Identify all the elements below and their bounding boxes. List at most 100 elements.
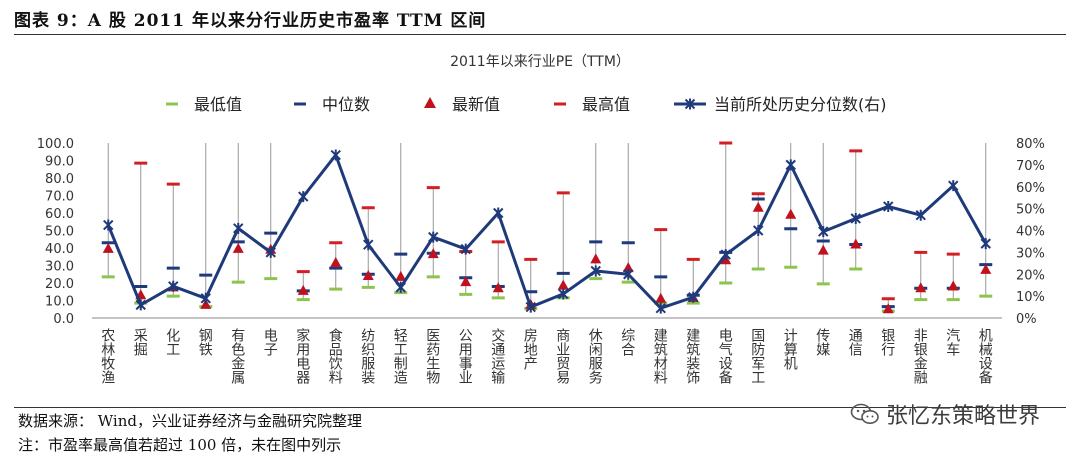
y-tick-label: 60.0 <box>45 207 74 222</box>
x-tick-label: 采掘 <box>132 328 148 356</box>
percentile-point <box>623 268 634 280</box>
legend-item: 最低值 <box>166 95 242 114</box>
latest-mark <box>850 238 862 249</box>
chart-title: 2011年以来行业PE（TTM） <box>450 54 630 70</box>
y-tick-label: 70.0 <box>45 190 74 205</box>
percentile-marker <box>720 249 731 261</box>
latest-mark <box>817 244 829 255</box>
percentile-marker <box>980 238 991 250</box>
legend-swatch <box>424 97 436 108</box>
latest-mark <box>622 262 634 273</box>
pe-range-chart: 2011年以来行业PE（TTM） 最低值 中位数 最新值 最高值 当前所处历史分位数(右… <box>37 54 1045 385</box>
y-tick-label: 100.0 <box>37 137 74 152</box>
x-tick-label: 国防军工 <box>749 328 765 384</box>
percentile-marker <box>785 159 796 171</box>
latest-mark <box>297 284 309 295</box>
legend: 最低值 中位数 最新值 最高值 当前所处历史分位数(右) <box>166 95 887 114</box>
percentile-marker <box>818 226 829 238</box>
title-rule <box>14 34 1066 35</box>
footnote: 注：市盈率最高值若超过 100 倍，未在图中列示 <box>18 436 342 454</box>
percentile-marker <box>395 281 406 293</box>
x-tick-label: 纺织服装 <box>359 328 375 384</box>
x-tick-label: 化工 <box>164 328 180 356</box>
x-tick-label: 农林牧渔 <box>99 328 115 384</box>
latest-mark <box>785 208 797 219</box>
percentile-marker <box>850 212 861 224</box>
y2-tick-label: 80% <box>1016 137 1045 152</box>
latest-mark <box>752 201 764 212</box>
latest-mark <box>492 282 504 293</box>
percentile-point <box>460 243 471 255</box>
legend-label: 最高值 <box>582 95 630 114</box>
x-tick-label: 传媒 <box>814 328 830 356</box>
x-tick-label: 通信 <box>847 328 863 356</box>
percentile-point <box>298 191 309 203</box>
percentile-point <box>785 159 796 171</box>
percentile-marker <box>168 280 179 292</box>
legend-item: 中位数 <box>294 95 370 114</box>
legend-swatch-marker <box>684 98 696 110</box>
y-tick-label: 10.0 <box>45 295 74 310</box>
percentile-marker <box>135 299 146 311</box>
latest-mark <box>980 263 992 274</box>
wechat-icon <box>850 403 879 424</box>
figure-title: 图表 9：A 股 2011 年以来分行业历史市盈率 TTM 区间 <box>14 11 487 31</box>
percentile-marker <box>948 180 959 192</box>
percentile-point <box>688 291 699 303</box>
percentile-point <box>200 292 211 304</box>
percentile-point <box>655 302 666 314</box>
latest-mark <box>590 253 602 264</box>
percentile-marker <box>265 246 276 258</box>
legend-item: 最新值 <box>424 95 500 114</box>
y2-tick-label: 50% <box>1016 203 1045 218</box>
x-tick-label: 食品饮料 <box>327 327 343 384</box>
latest-mark <box>557 279 569 290</box>
legend-label: 最低值 <box>194 95 242 114</box>
y-tick-label: 40.0 <box>45 242 74 257</box>
latest-mark <box>655 292 667 303</box>
x-tick-label: 房地产 <box>522 328 538 371</box>
x-tick-label: 综合 <box>619 328 635 356</box>
percentile-marker <box>330 149 341 161</box>
latest-mark <box>395 270 407 281</box>
latest-mark <box>102 242 114 253</box>
x-tick-label: 计算机 <box>782 328 798 371</box>
latest-mark <box>330 256 342 267</box>
y-tick-label: 30.0 <box>45 260 74 275</box>
y2-tick-label: 40% <box>1016 225 1045 240</box>
latest-mark <box>882 303 894 314</box>
percentile-line <box>106 151 988 310</box>
latest-mark <box>362 270 374 280</box>
legend-label: 中位数 <box>322 95 370 114</box>
x-tick-label: 商业贸易 <box>554 328 570 384</box>
latest-mark <box>427 248 439 259</box>
percentile-marker <box>655 302 666 314</box>
percentile-point <box>948 180 959 192</box>
x-tick-label: 电气设备 <box>717 328 733 384</box>
percentile-marker <box>558 288 569 300</box>
legend-item: 最高值 <box>554 95 630 114</box>
percentile-marker <box>688 291 699 303</box>
percentile-marker <box>883 200 894 212</box>
percentile-point <box>590 265 601 277</box>
x-tick-label: 交通运输 <box>489 327 505 384</box>
x-tick-label: 建筑材料 <box>652 328 668 384</box>
percentile-marker <box>493 207 504 219</box>
legend-label: 当前所处历史分位数(右) <box>714 95 887 114</box>
percentile-point <box>363 239 374 251</box>
percentile-marker <box>915 209 926 221</box>
percentile-marker <box>428 231 439 243</box>
x-tick-label: 休闲服务 <box>587 328 603 384</box>
percentile-point <box>330 149 341 161</box>
watermark-text: 张忆东策略世界 <box>885 404 1040 429</box>
percentile-marker <box>623 268 634 280</box>
source-note: 数据来源： Wind，兴业证券经济与金融研究院整理 <box>18 412 362 430</box>
percentile-point <box>753 225 764 236</box>
percentile-marker <box>363 239 374 251</box>
y2-tick-label: 30% <box>1016 246 1045 261</box>
bottom-rule <box>14 407 1066 408</box>
x-tick-label: 机械设备 <box>977 328 993 384</box>
percentile-point <box>883 200 894 212</box>
x-tick-label: 电子 <box>262 328 278 356</box>
percentile-marker <box>590 265 601 277</box>
